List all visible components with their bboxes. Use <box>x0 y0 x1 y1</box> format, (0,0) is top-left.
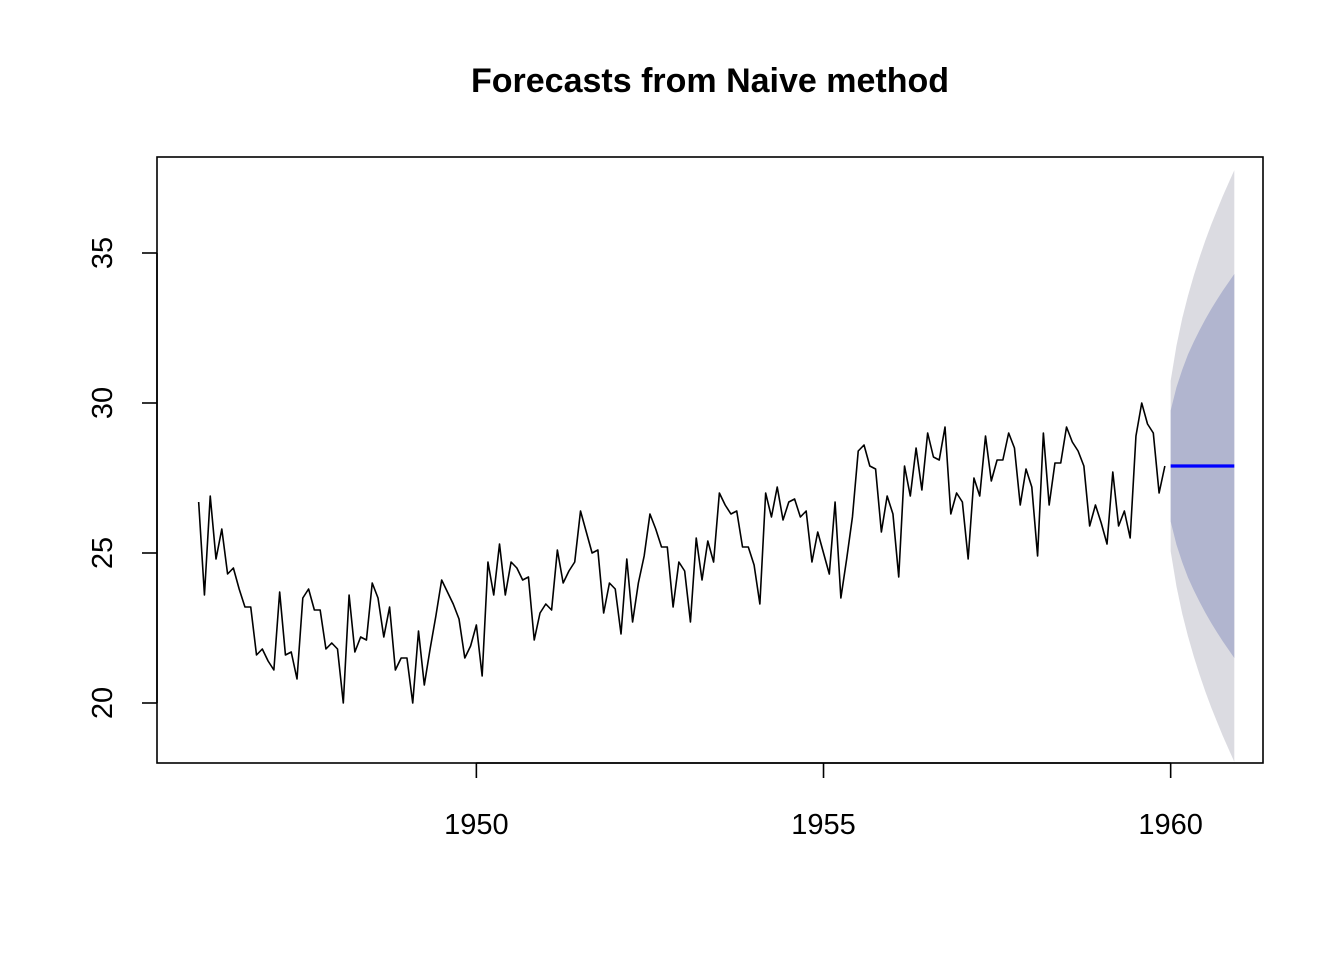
y-tick-label: 25 <box>87 537 119 569</box>
x-tick-label: 1950 <box>444 809 509 841</box>
history-line <box>197 402 1166 704</box>
y-tick-label: 35 <box>87 237 119 269</box>
chart-title: Forecasts from Naive method <box>471 62 949 100</box>
plot-frame <box>156 156 1264 764</box>
x-tick-label: 1960 <box>1138 809 1203 841</box>
y-axis: 20 25 30 35 <box>87 237 158 719</box>
series-lines <box>197 402 1235 704</box>
y-tick-label: 20 <box>87 687 119 719</box>
x-tick-label: 1955 <box>791 809 856 841</box>
y-tick-label: 30 <box>87 387 119 419</box>
x-axis: 1950 1955 1960 <box>444 762 1203 841</box>
